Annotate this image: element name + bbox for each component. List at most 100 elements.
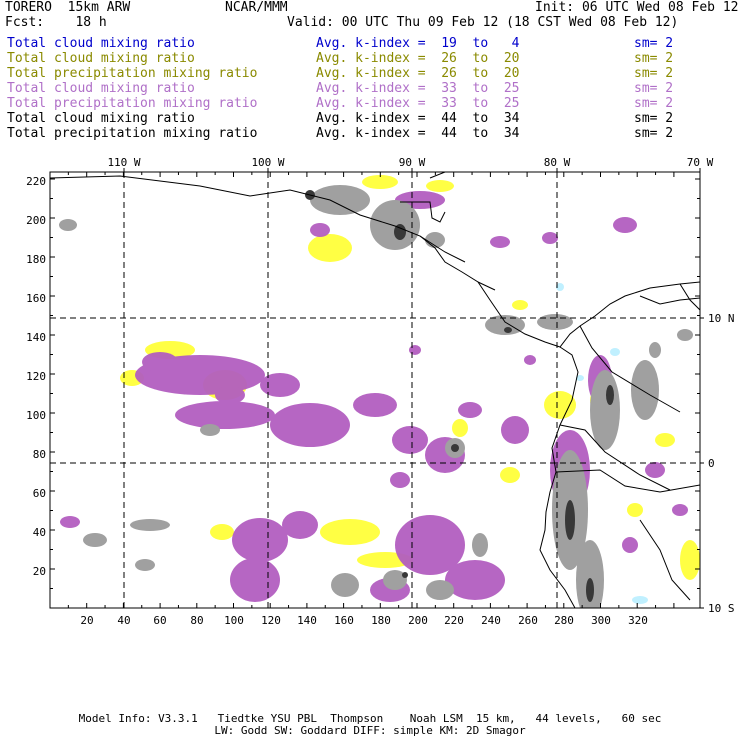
colombia-border	[579, 325, 681, 413]
cloud-area	[230, 558, 280, 602]
cloud-area	[370, 200, 420, 250]
cloud-area	[83, 533, 107, 547]
cloud-area	[320, 519, 380, 545]
costa-rica-border	[477, 281, 496, 291]
legend-range: Avg. k-index = 26 to 20	[316, 51, 520, 66]
legend-name: Total cloud mixing ratio	[7, 51, 195, 66]
cloud-area	[135, 559, 155, 571]
cloud-area	[610, 348, 620, 356]
cloud-area	[353, 393, 397, 417]
y-index-labels: 220 200 180 160 140 120 100 80 60 40 20	[26, 175, 46, 578]
cloud-area	[452, 419, 468, 437]
legend-row: Total cloud mixing ratio Avg. k-index = …	[7, 51, 733, 66]
cloud-area	[331, 573, 359, 597]
cloud-area	[632, 596, 648, 604]
latlon-grid	[50, 172, 700, 608]
cloud-area	[622, 537, 638, 553]
cloud-core	[586, 578, 594, 602]
cloud-area	[537, 314, 573, 330]
legend-range: Avg. k-index = 26 to 20	[316, 66, 520, 81]
legend-row: Total cloud mixing ratio Avg. k-index = …	[7, 36, 733, 51]
yellow-cloud-layer	[120, 175, 700, 580]
x-tick-label: 180	[371, 614, 391, 627]
cloud-core	[504, 327, 512, 333]
y-tick-label: 140	[26, 331, 46, 344]
x-index-labels: 20 40 60 80 100 120 140 160 180 200 220 …	[80, 614, 648, 627]
bolivia-border	[639, 519, 691, 601]
y-tick-label: 80	[33, 448, 46, 461]
plot-frame	[49, 171, 701, 609]
valid-time: Valid: 00 UTC Thu 09 Feb 12 (18 CST Wed …	[287, 15, 679, 30]
cloud-area	[458, 402, 482, 418]
y-tick-label: 120	[26, 370, 46, 383]
longitude-labels: 110 W 100 W 90 W 80 W 70 W	[107, 156, 713, 169]
cloud-area	[645, 462, 665, 478]
cloud-area	[512, 300, 528, 310]
y-tick-label: 60	[33, 487, 46, 500]
x-tick-label: 280	[554, 614, 574, 627]
central-america-coast	[50, 175, 700, 348]
cloud-core	[606, 385, 614, 405]
cloud-area	[362, 175, 398, 189]
cloud-area	[524, 355, 536, 365]
cloud-core	[451, 444, 459, 452]
legend-name: Total precipitation mixing ratio	[7, 96, 258, 111]
legend-row: Total cloud mixing ratio Avg. k-index = …	[7, 81, 733, 96]
legend-smoothing: sm= 2	[634, 111, 674, 126]
cloud-area	[544, 391, 576, 419]
cloud-area	[215, 386, 245, 404]
model-title: TORERO 15km ARW	[5, 0, 131, 15]
legend-row: Total cloud mixing ratio Avg. k-index = …	[7, 111, 733, 126]
forecast-hour: Fcst: 18 h	[5, 15, 107, 30]
cloud-area	[232, 518, 288, 562]
cloud-area	[282, 511, 318, 539]
x-tick-label: 300	[591, 614, 611, 627]
legend-name: Total cloud mixing ratio	[7, 81, 195, 96]
legend-range: Avg. k-index = 44 to 34	[316, 111, 520, 126]
lat-label: 10 S	[708, 602, 735, 615]
cloud-area	[677, 329, 693, 341]
cloud-area	[409, 345, 421, 355]
cloud-area	[680, 540, 700, 580]
cloud-area	[655, 433, 675, 447]
model-info: Model Info: V3.3.1 Tiedtke YSU PBL Thomp…	[78, 712, 662, 725]
cloud-area	[631, 360, 659, 420]
x-tick-label: 120	[261, 614, 281, 627]
x-tick-label: 100	[224, 614, 244, 627]
lon-label: 70 W	[687, 156, 714, 169]
y-tick-label: 180	[26, 253, 46, 266]
yucatan-coast	[429, 172, 446, 179]
purple-cloud-layer	[60, 191, 688, 602]
x-tick-label: 60	[153, 614, 166, 627]
cloud-area	[383, 570, 407, 590]
legend-smoothing: sm= 2	[634, 96, 674, 111]
legend-smoothing: sm= 2	[634, 66, 674, 81]
lat-label: 0	[708, 457, 715, 470]
honduras-border	[419, 235, 466, 263]
x-tick-label: 40	[117, 614, 130, 627]
legend-smoothing: sm= 2	[634, 51, 674, 66]
cloud-area	[308, 234, 352, 262]
y-tick-label: 100	[26, 409, 46, 422]
x-tick-label: 160	[334, 614, 354, 627]
cloud-area	[556, 283, 564, 291]
cloud-area	[310, 223, 330, 237]
legend-range: Avg. k-index = 33 to 25	[316, 81, 520, 96]
axis-ticks	[49, 168, 704, 609]
legend-smoothing: sm= 2	[634, 36, 674, 51]
dark-cloud-cores	[305, 190, 614, 602]
mexico-guatemala-border	[400, 201, 446, 223]
cloud-area	[542, 232, 558, 244]
init-time: Init: 06 UTC Wed 08 Feb 12	[535, 0, 739, 15]
cloud-area	[59, 219, 77, 231]
y-tick-label: 160	[26, 292, 46, 305]
x-tick-label: 220	[444, 614, 464, 627]
cloud-area	[490, 236, 510, 248]
ecuador-border	[559, 424, 671, 491]
cloud-core	[394, 224, 406, 240]
peru-border	[555, 469, 700, 493]
legend-name: Total cloud mixing ratio	[7, 111, 195, 126]
gulf-coast-east	[679, 283, 700, 311]
cloud-area	[426, 580, 454, 600]
latitude-labels: 10 N 0 10 S	[708, 312, 735, 615]
